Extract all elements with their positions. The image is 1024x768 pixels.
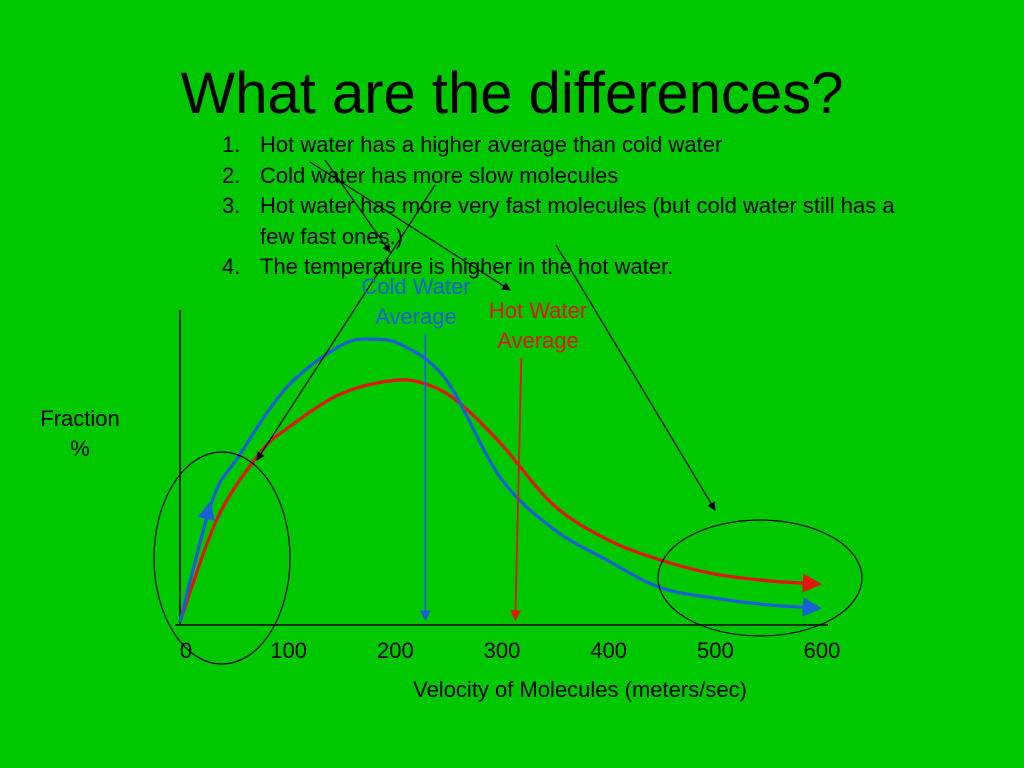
list-text: Cold water has more slow molecules: [260, 162, 619, 188]
annotation-arrow-item1: [309, 161, 511, 291]
annotation-arrow-item3: [555, 244, 716, 511]
list-text: Hot water has a higher average than cold…: [260, 132, 723, 157]
list-item: 1. Hot water has a higher average than c…: [222, 130, 902, 161]
list-number: 3.: [222, 193, 241, 218]
cold-water-curve: [178, 337, 822, 623]
fast-molecules-ellipse: [657, 519, 863, 637]
x-tick-label: 300: [484, 638, 521, 663]
cold-average-label-line: Cold Water: [361, 274, 471, 299]
list-number: 1.: [222, 132, 241, 157]
list-item: 3. Hot water has more very fast molecule…: [222, 191, 902, 252]
x-tick-label: 0: [180, 638, 192, 663]
hot-average-label-line: Average: [497, 328, 579, 353]
list-text: The temperature is higher in the hot wat…: [260, 254, 674, 279]
list-item: 2. Cold water has more slow molecules: [222, 161, 902, 192]
slide-title: What are the differences?: [180, 61, 844, 126]
x-axis-label: Velocity of Molecules (meters/sec): [413, 677, 747, 702]
list-number: 4.: [222, 254, 241, 279]
cold-average-label: Cold Water Average: [336, 272, 496, 332]
hot-average-label-line: Hot Water: [488, 298, 588, 323]
x-tick-label: 100: [270, 638, 307, 663]
y-axis-label: Fraction %: [20, 404, 140, 464]
x-tick-label: 400: [590, 638, 627, 663]
cold-average-label-line: Average: [375, 304, 457, 329]
annotation-arrow-item1: [324, 159, 391, 253]
list-text: Hot water has more very fast molecules (…: [260, 193, 895, 249]
hot-average-line: [510, 357, 523, 622]
difference-list: 1. Hot water has a higher average than c…: [222, 130, 902, 283]
x-tick-label: 500: [697, 638, 734, 663]
list-item: 4. The temperature is higher in the hot …: [222, 252, 902, 283]
hot-water-curve: [178, 378, 822, 623]
x-tick-label: 200: [377, 638, 414, 663]
x-tick-label: 600: [804, 638, 841, 663]
hot-average-label: Hot Water Average: [458, 296, 618, 356]
annotation-arrow-item2: [256, 184, 436, 461]
slow-molecules-ellipse: [153, 451, 291, 665]
list-number: 2.: [222, 162, 241, 188]
y-axis-label-line: %: [70, 436, 90, 461]
cold-curve-arrowhead: [197, 501, 215, 540]
y-axis-label-line: Fraction: [40, 406, 120, 431]
